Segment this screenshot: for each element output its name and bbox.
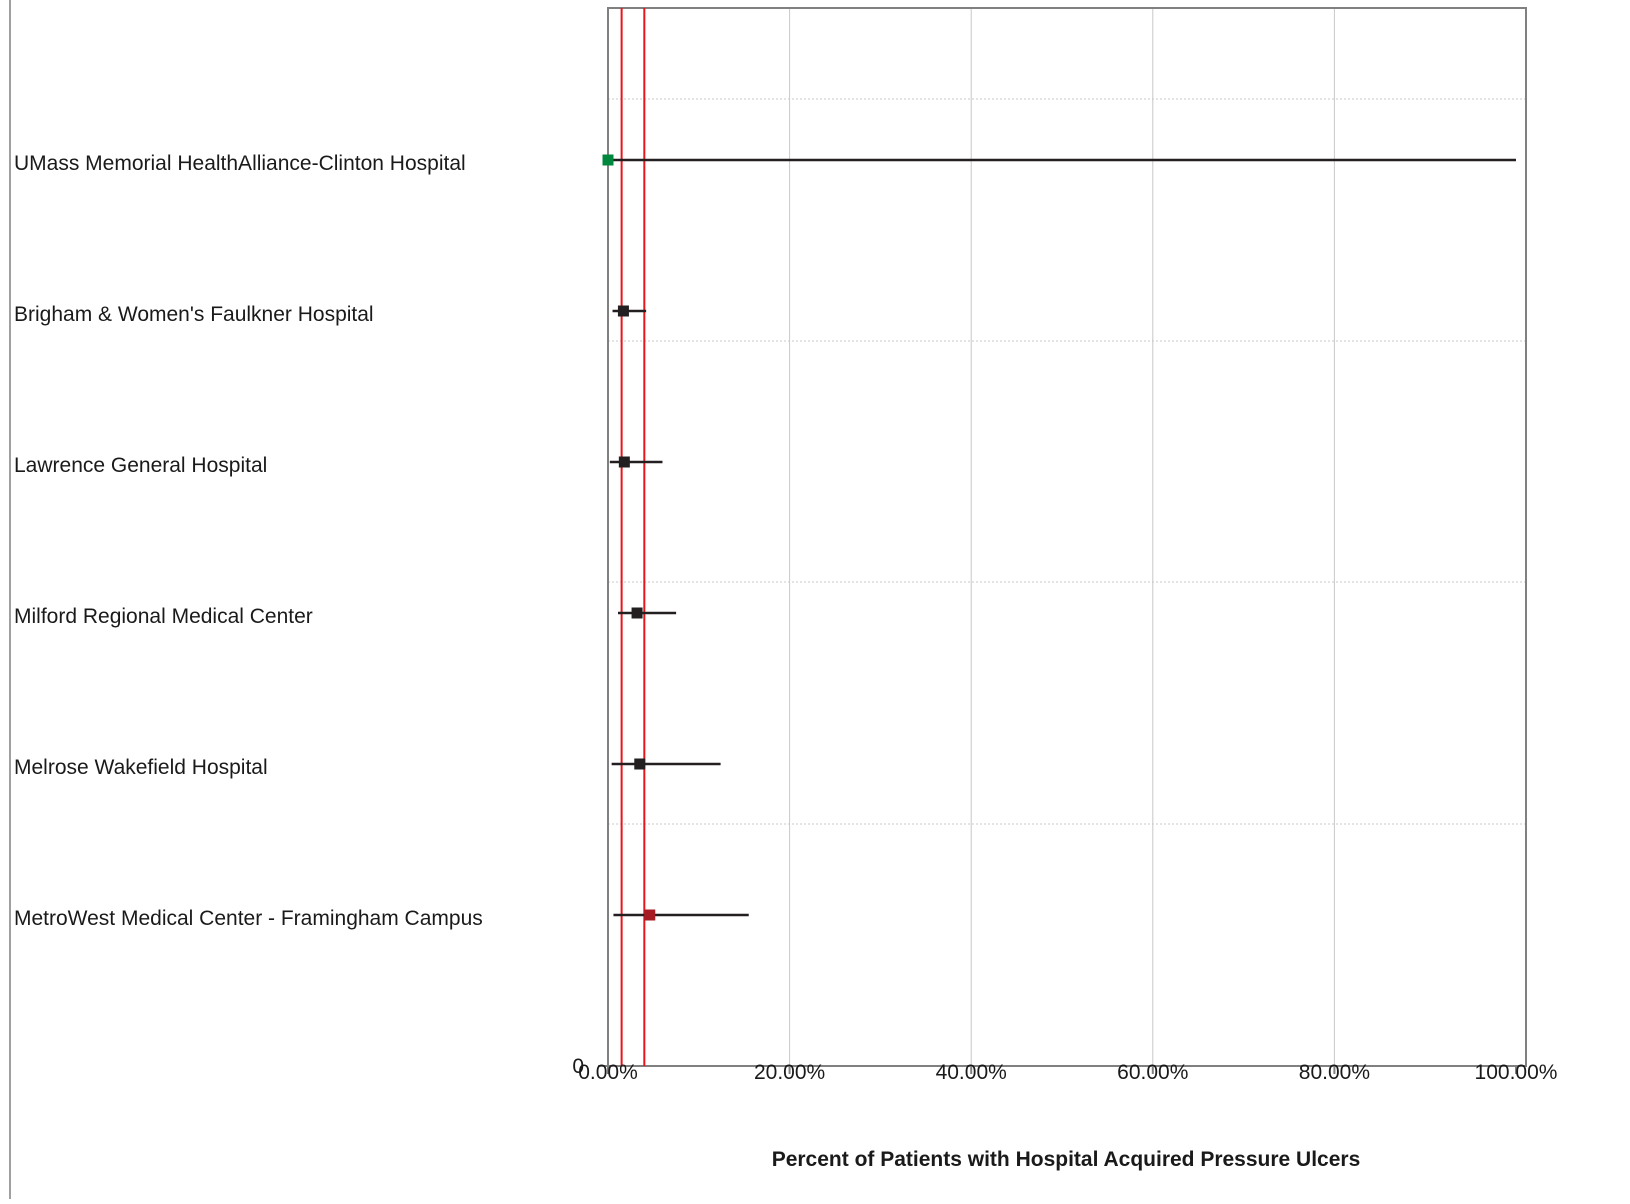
- x-axis-ticks: 0.00% 20.00% 40.00% 60.00% 80.00% 100.00%: [578, 1061, 1557, 1084]
- gridlines: [608, 8, 1526, 1066]
- hospital-label: Melrose Wakefield Hospital: [14, 756, 268, 779]
- data-point-marker: [634, 758, 646, 770]
- plot-frame: [9, 0, 1527, 1199]
- data-point-marker: [617, 305, 629, 317]
- point-markers: [602, 154, 656, 921]
- data-point-marker: [631, 607, 643, 619]
- x-axis-tick-label: 40.00%: [936, 1061, 1007, 1084]
- reference-lines: [620, 8, 646, 1066]
- hospital-label: Brigham & Women's Faulkner Hospital: [14, 303, 374, 326]
- y-axis-tick-label: 0: [572, 1055, 584, 1078]
- hospital-labels: UMass Memorial HealthAlliance-Clinton Ho…: [14, 152, 483, 930]
- hospital-label: MetroWest Medical Center - Framingham Ca…: [14, 907, 483, 930]
- x-axis-tick-label: 100.00%: [1475, 1061, 1558, 1084]
- data-point-marker: [602, 154, 614, 166]
- x-axis-title: Percent of Patients with Hospital Acquir…: [772, 1148, 1361, 1171]
- hospital-label: UMass Memorial HealthAlliance-Clinton Ho…: [14, 152, 466, 175]
- error-bars: [608, 158, 1516, 917]
- plot-area-border: [607, 7, 1527, 1067]
- x-axis-tick-label: 80.00%: [1299, 1061, 1370, 1084]
- x-axis-tick-label: 60.00%: [1117, 1061, 1188, 1084]
- hospital-label: Milford Regional Medical Center: [14, 605, 313, 628]
- data-point-marker: [618, 456, 630, 468]
- x-axis-tick-label: 20.00%: [754, 1061, 825, 1084]
- x-axis-tick-label: 0.00%: [578, 1061, 638, 1084]
- data-point-marker: [644, 909, 656, 921]
- hospital-label: Lawrence General Hospital: [14, 454, 267, 477]
